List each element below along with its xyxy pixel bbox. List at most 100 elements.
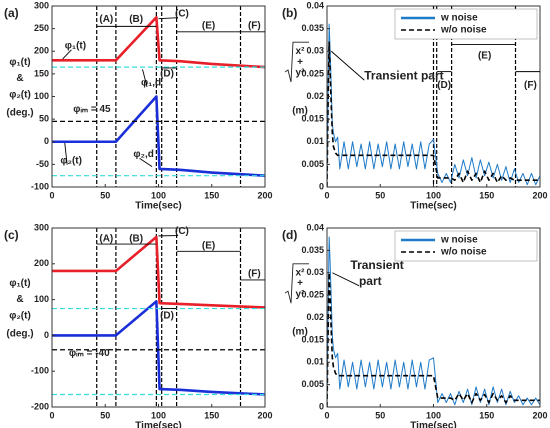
y-tick-label: 0.005 bbox=[301, 159, 324, 169]
annotation: φ₁(t) bbox=[65, 40, 86, 51]
y-axis-label: x² bbox=[296, 267, 306, 278]
x-tick-label: 200 bbox=[532, 410, 547, 420]
x-tick-label: 50 bbox=[375, 410, 385, 420]
annotation: (E) bbox=[478, 50, 491, 61]
panel-label: (a) bbox=[4, 6, 19, 20]
annotation: φᵢₘ = -40 bbox=[69, 348, 110, 359]
y-tick-label: 0.02 bbox=[306, 91, 324, 101]
annotation: (C) bbox=[175, 8, 189, 19]
y-axis-label: y² bbox=[296, 68, 306, 79]
plot-frame bbox=[326, 227, 541, 408]
annotation: (B) bbox=[129, 233, 143, 244]
y-axis-label: (m) bbox=[292, 106, 308, 117]
annotation: (E) bbox=[202, 21, 215, 32]
annotation: Transient part bbox=[364, 68, 443, 82]
y-tick-label: -200 bbox=[31, 401, 49, 411]
y-axis-label: + bbox=[297, 57, 303, 68]
annotation-arrow bbox=[62, 49, 72, 60]
annotation: (D) bbox=[160, 310, 174, 321]
legend-label: w noise bbox=[440, 13, 478, 24]
y-axis-label: y² bbox=[296, 289, 306, 300]
y-axis-label: x² bbox=[296, 46, 306, 57]
x-tick-label: 150 bbox=[479, 410, 494, 420]
y-tick-label: 0.015 bbox=[301, 334, 324, 344]
y-tick-label: -50 bbox=[36, 159, 49, 169]
annotation-arrow bbox=[158, 17, 178, 20]
legend-label: w/o noise bbox=[440, 247, 487, 258]
x-axis-label: Time(sec) bbox=[410, 421, 457, 428]
data-line bbox=[52, 300, 265, 396]
x-tick-label: 50 bbox=[100, 410, 110, 420]
x-tick-label: 100 bbox=[151, 190, 166, 200]
y-axis-label: (deg.) bbox=[6, 328, 33, 339]
x-tick-label: 150 bbox=[204, 190, 219, 200]
y-tick-label: 0.035 bbox=[301, 245, 324, 255]
y-axis-label: φ₁(t) bbox=[9, 278, 30, 289]
x-axis-label: Time(sec) bbox=[410, 201, 457, 212]
data-line bbox=[327, 41, 540, 187]
x-tick-label: 200 bbox=[257, 190, 272, 200]
annotation: Transient bbox=[350, 258, 403, 272]
y-tick-label: 0.025 bbox=[301, 68, 324, 78]
data-line bbox=[52, 95, 265, 177]
x-tick-label: 100 bbox=[426, 410, 441, 420]
legend-label: w/o noise bbox=[440, 25, 487, 36]
panel-label: (d) bbox=[282, 228, 297, 242]
y-tick-label: 0.01 bbox=[306, 136, 324, 146]
data-line bbox=[327, 236, 540, 407]
y-tick-label: 200 bbox=[34, 258, 49, 268]
y-tick-label: 200 bbox=[34, 46, 49, 56]
annotation: (A) bbox=[99, 14, 113, 25]
y-tick-label: 0.04 bbox=[306, 222, 324, 232]
x-tick-label: 150 bbox=[479, 190, 494, 200]
plot-layer bbox=[327, 236, 540, 407]
y-tick-label: -100 bbox=[31, 366, 49, 376]
annotation-arrow bbox=[332, 272, 360, 287]
annotation-arrow bbox=[142, 69, 148, 88]
annotation: (E) bbox=[202, 241, 215, 252]
y-axis-label: (deg.) bbox=[6, 107, 33, 118]
y-tick-label: 0.025 bbox=[301, 290, 324, 300]
y-tick-label: 100 bbox=[34, 91, 49, 101]
annotation: (D) bbox=[437, 80, 451, 91]
annotation: (C) bbox=[175, 226, 189, 237]
annotation: (F) bbox=[248, 21, 261, 32]
y-tick-label: 0 bbox=[44, 330, 49, 340]
radical-sign bbox=[284, 41, 309, 83]
x-axis-label: Time(sec) bbox=[135, 201, 182, 212]
x-tick-label: 0 bbox=[324, 410, 329, 420]
y-tick-label: 50 bbox=[39, 114, 49, 124]
data-line bbox=[327, 271, 540, 407]
annotation-arrow bbox=[139, 158, 153, 168]
annotation-arrow bbox=[330, 50, 365, 81]
x-tick-label: 50 bbox=[375, 190, 385, 200]
y-tick-label: 0.04 bbox=[306, 0, 324, 10]
y-axis-label: φ₂(t) bbox=[9, 89, 31, 100]
y-axis-label: φ₂(t) bbox=[9, 310, 31, 321]
x-tick-label: 150 bbox=[204, 410, 219, 420]
x-tick-label: 200 bbox=[257, 410, 272, 420]
y-tick-label: 250 bbox=[34, 23, 49, 33]
annotation: φ₂(t) bbox=[60, 155, 82, 166]
annotation: (B) bbox=[129, 14, 143, 25]
y-tick-label: 0 bbox=[319, 181, 324, 191]
legend-box bbox=[394, 230, 538, 262]
annotation-arrow bbox=[64, 143, 68, 165]
data-line bbox=[52, 235, 265, 309]
data-line bbox=[52, 16, 265, 69]
y-tick-label: 0.005 bbox=[301, 379, 324, 389]
annotation: (F) bbox=[524, 80, 537, 91]
y-tick-label: 300 bbox=[34, 0, 49, 10]
y-tick-label: 100 bbox=[34, 294, 49, 304]
plot-layer bbox=[52, 6, 265, 187]
panel-label: (c) bbox=[4, 228, 19, 242]
y-tick-label: 0.03 bbox=[306, 46, 324, 56]
legend-label: w noise bbox=[440, 235, 478, 246]
x-tick-label: 100 bbox=[151, 410, 166, 420]
y-tick-label: 0.015 bbox=[301, 114, 324, 124]
annotation: φ₂,d bbox=[133, 149, 153, 160]
annotation: φ₁,d bbox=[141, 78, 161, 89]
y-axis-label: φ₁(t) bbox=[9, 57, 30, 68]
y-tick-label: 0.01 bbox=[306, 357, 324, 367]
